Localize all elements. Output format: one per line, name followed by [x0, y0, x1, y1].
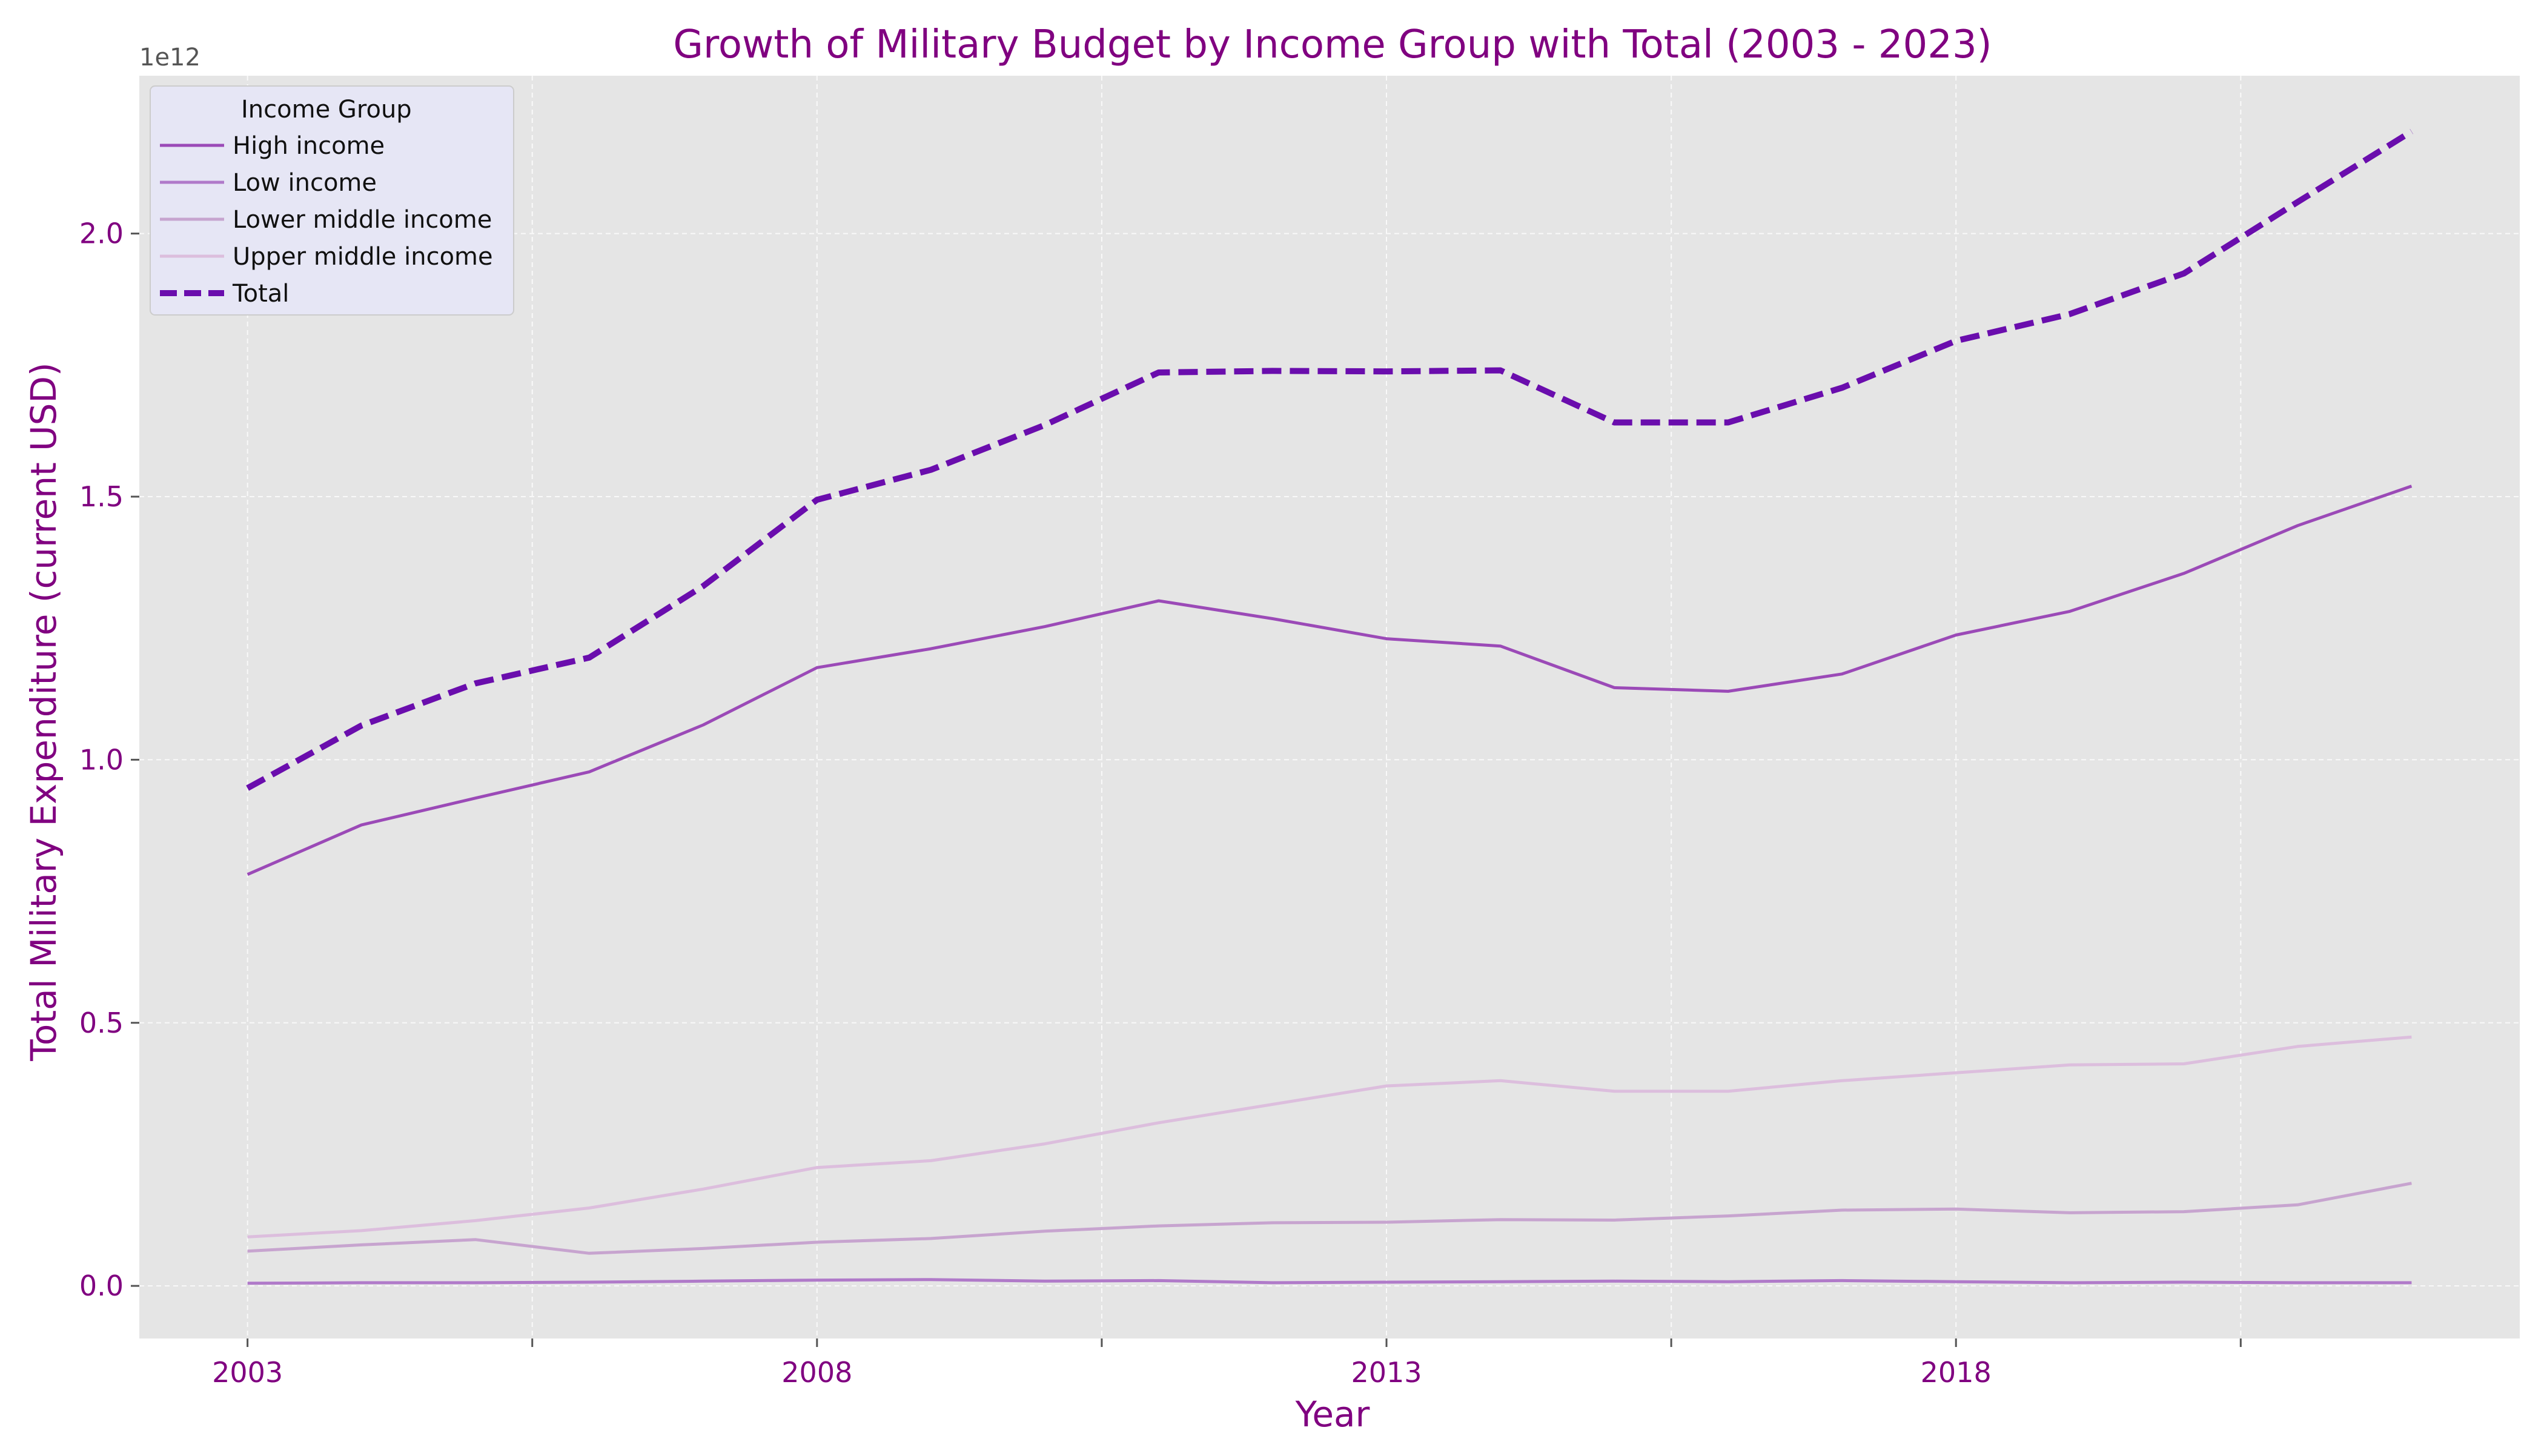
legend-entry-high-income: High income [160, 132, 385, 160]
plot-area [139, 76, 2520, 1339]
x-tick-label: 2003 [212, 1356, 283, 1389]
x-tick-label: 2008 [781, 1356, 852, 1389]
legend-entry-lower-middle-income: Lower middle income [160, 206, 492, 234]
legend-title: Income Group [241, 96, 412, 124]
legend-entry-low-income: Low income [160, 169, 377, 197]
y-tick-label: 1.5 [79, 480, 124, 513]
legend-entry-total: Total [160, 280, 289, 308]
series-line-lower-middle-income [247, 1182, 2412, 1255]
y-tick-label: 2.0 [79, 217, 124, 250]
series-lines [246, 128, 2414, 1285]
legend-label: High income [233, 132, 385, 160]
legend-label: Total [232, 280, 289, 308]
chart-title: Growth of Military Budget by Income Grou… [673, 22, 1992, 67]
series-line-high-income [247, 485, 2413, 876]
x-tick-label: 2018 [1921, 1356, 1992, 1389]
legend: Income Group High income Low income Lower … [150, 85, 514, 316]
x-axis-label: Year [1295, 1394, 1370, 1435]
legend-entries: High income Low income Lower middle income… [160, 132, 493, 308]
y-tick-label: 0.5 [79, 1007, 124, 1039]
series-line-upper-middle-income [247, 1035, 2412, 1239]
legend-entry-upper-middle-income: Upper middle income [160, 243, 493, 271]
legend-label: Low income [233, 169, 377, 197]
y-tick-label: 1.0 [79, 743, 124, 776]
legend-frame [150, 85, 514, 316]
y-axis-label: Total Military Expenditure (current USD) [23, 362, 64, 1061]
axes: 2003 2008 2013 2018 0.0 0.5 1.0 1.5 2.0 [79, 217, 2242, 1389]
y-axis-offset-label: 1e12 [139, 44, 200, 71]
grid-lines [139, 76, 2520, 1339]
series-line-low-income [247, 1278, 2412, 1285]
x-tick-label: 2013 [1351, 1356, 1422, 1389]
legend-label: Upper middle income [233, 243, 493, 271]
series-line-total [246, 128, 2414, 791]
y-tick-label: 0.0 [79, 1269, 124, 1302]
legend-label: Lower middle income [233, 206, 492, 234]
